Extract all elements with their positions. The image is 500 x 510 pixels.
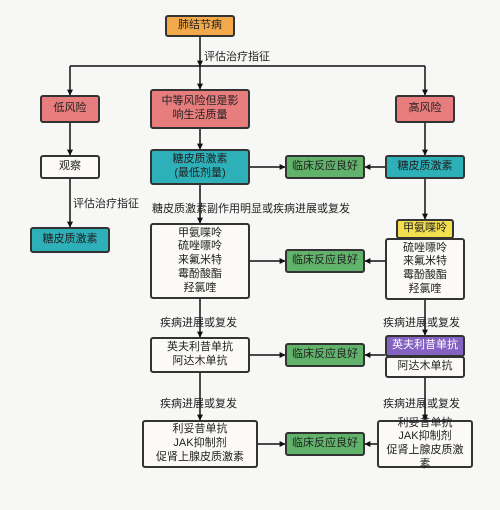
- node-root: 肺结节病: [165, 15, 235, 37]
- node-mtx_hl: 甲氨喋呤: [396, 219, 454, 239]
- node-gc_mid: 糖皮质激素 (最低剂量): [150, 149, 250, 185]
- node-gc_left: 糖皮质激素: [30, 227, 110, 253]
- node-mid: 中等风险但是影 响生活质量: [150, 89, 250, 129]
- node-list3: 英夫利昔单抗 阿达木单抗: [150, 337, 250, 373]
- node-adalim: 阿达木单抗: [385, 356, 465, 378]
- edge-label-0: 评估治疗指征: [204, 48, 270, 64]
- edge-label-6: 疾病进展或复发: [383, 395, 460, 411]
- node-low: 低风险: [40, 95, 100, 123]
- node-good1: 临床反应良好: [285, 155, 365, 179]
- node-observe: 观察: [40, 155, 100, 179]
- edge-label-2: 糖皮质激素副作用明显或疾病进展或复发: [152, 200, 350, 216]
- node-list5: 利妥昔单抗 JAK抑制剂 促肾上腺皮质激素: [377, 420, 473, 468]
- node-list1: 甲氨喋呤 硫唑嘌呤 来氟米特 霉酚酸酯 羟氯喹: [150, 223, 250, 299]
- node-good3: 临床反应良好: [285, 343, 365, 367]
- edge-label-4: 疾病进展或复发: [383, 314, 460, 330]
- node-inflix: 英夫利昔单抗: [385, 335, 465, 357]
- edge-label-5: 疾病进展或复发: [160, 395, 237, 411]
- node-list4: 利妥昔单抗 JAK抑制剂 促肾上腺皮质激素: [142, 420, 258, 468]
- edge-label-1: 评估治疗指征: [73, 195, 139, 211]
- node-gc_right: 糖皮质激素: [385, 155, 465, 179]
- node-list2: 硫唑嘌呤 来氟米特 霉酚酸酯 羟氯喹: [385, 238, 465, 300]
- node-good2: 临床反应良好: [285, 249, 365, 273]
- node-high: 高风险: [395, 95, 455, 123]
- edge-label-3: 疾病进展或复发: [160, 314, 237, 330]
- node-good4: 临床反应良好: [285, 432, 365, 456]
